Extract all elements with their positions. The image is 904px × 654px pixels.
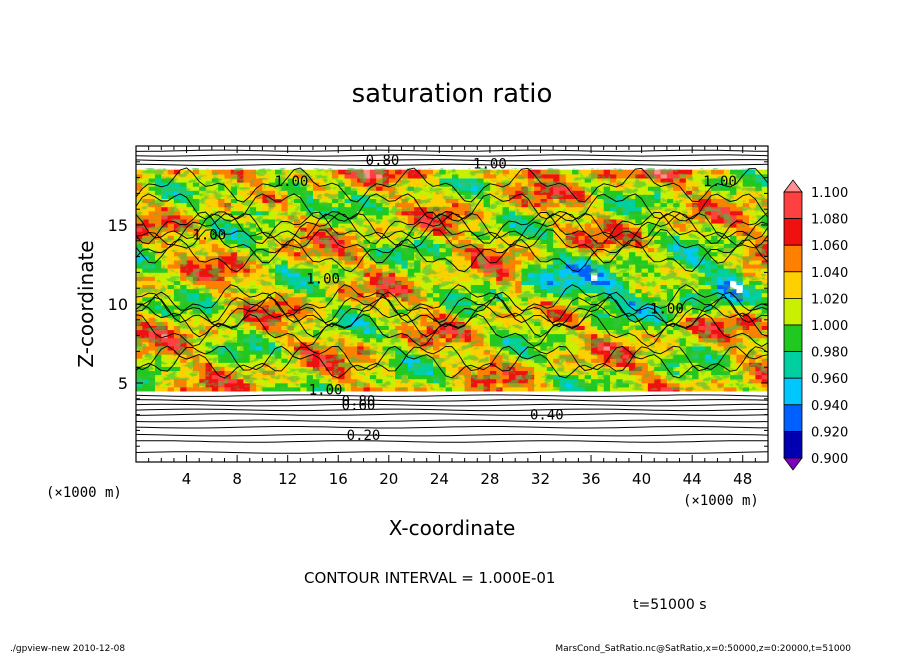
chart-title: saturation ratio bbox=[352, 79, 553, 109]
plot-area: 0.200.400.600.800.80 1.001.00 1.001.001.00… bbox=[136, 146, 768, 462]
